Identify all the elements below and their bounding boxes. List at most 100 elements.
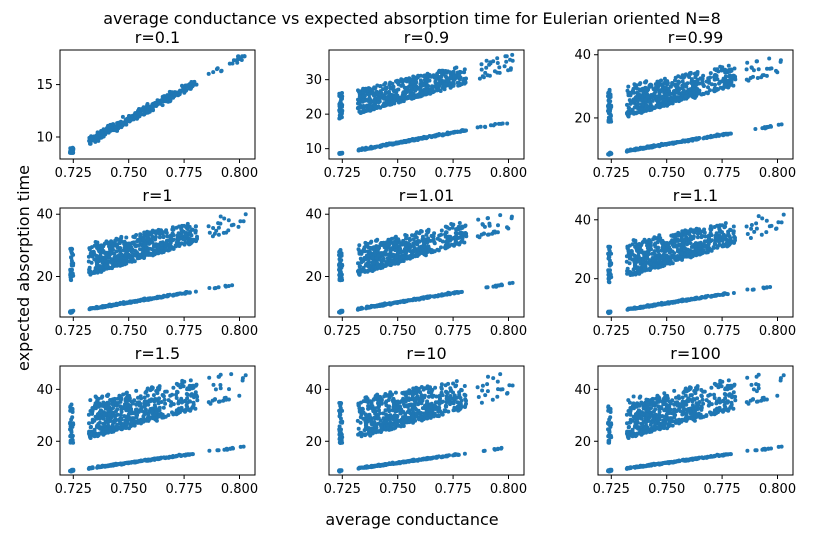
data-point bbox=[403, 233, 408, 237]
axes-frame bbox=[328, 49, 525, 160]
data-point bbox=[508, 67, 513, 72]
data-point bbox=[641, 146, 646, 150]
data-point bbox=[485, 216, 490, 221]
data-point bbox=[627, 270, 632, 274]
data-point bbox=[337, 116, 342, 121]
data-point bbox=[493, 230, 498, 235]
data-point bbox=[207, 286, 212, 290]
data-point bbox=[388, 255, 393, 260]
data-point bbox=[364, 147, 369, 152]
data-point bbox=[144, 297, 149, 302]
data-point bbox=[124, 122, 129, 127]
data-point bbox=[145, 102, 150, 106]
data-point bbox=[487, 221, 492, 226]
data-point bbox=[166, 293, 171, 298]
data-point bbox=[632, 265, 637, 270]
data-point bbox=[125, 116, 130, 121]
data-point bbox=[452, 74, 457, 79]
data-point bbox=[722, 132, 727, 137]
data-point bbox=[375, 247, 380, 252]
data-point bbox=[628, 101, 633, 106]
data-point bbox=[176, 236, 181, 241]
data-point bbox=[689, 77, 694, 82]
data-point bbox=[426, 236, 431, 241]
data-point bbox=[382, 263, 387, 268]
data-point bbox=[700, 251, 705, 255]
data-point bbox=[142, 242, 147, 247]
data-point bbox=[695, 137, 700, 141]
data-point bbox=[760, 126, 765, 131]
x-tick-label: 0.800 bbox=[221, 324, 258, 339]
data-point bbox=[213, 387, 218, 392]
data-point bbox=[120, 121, 125, 126]
data-point bbox=[449, 130, 454, 135]
x-tick-label: 0.725 bbox=[593, 324, 630, 339]
y-tick-label: 20 bbox=[36, 270, 53, 285]
data-point bbox=[652, 92, 656, 96]
data-point bbox=[168, 236, 173, 241]
data-point bbox=[123, 252, 128, 257]
data-point bbox=[627, 256, 632, 261]
data-point bbox=[448, 234, 453, 239]
data-point bbox=[675, 249, 680, 254]
data-point bbox=[422, 244, 427, 249]
data-point bbox=[483, 125, 488, 129]
data-point bbox=[426, 229, 431, 234]
data-point bbox=[119, 125, 124, 130]
data-point bbox=[407, 242, 412, 247]
data-point bbox=[635, 248, 640, 253]
data-point bbox=[765, 66, 769, 71]
data-point bbox=[403, 243, 408, 248]
data-point bbox=[439, 74, 444, 79]
data-point bbox=[695, 87, 700, 91]
data-point bbox=[394, 79, 399, 84]
data-point bbox=[646, 245, 651, 250]
data-point bbox=[337, 151, 342, 156]
data-point bbox=[745, 232, 750, 236]
data-point bbox=[715, 223, 720, 228]
data-point bbox=[367, 105, 372, 110]
data-point bbox=[717, 80, 722, 85]
data-point bbox=[70, 271, 75, 276]
data-point bbox=[119, 236, 124, 241]
data-point bbox=[607, 151, 612, 156]
data-point bbox=[700, 234, 705, 239]
data-point bbox=[431, 294, 436, 299]
data-point bbox=[134, 110, 139, 115]
data-point bbox=[503, 54, 508, 59]
data-point bbox=[242, 54, 247, 59]
data-point bbox=[368, 108, 373, 113]
data-point bbox=[607, 280, 612, 285]
data-point bbox=[403, 298, 408, 303]
data-point bbox=[356, 106, 361, 111]
data-point bbox=[421, 74, 426, 79]
data-point bbox=[123, 301, 128, 306]
data-point bbox=[365, 269, 370, 274]
data-point bbox=[159, 250, 164, 255]
data-point bbox=[115, 254, 120, 259]
data-point bbox=[357, 147, 362, 152]
data-point bbox=[726, 232, 731, 237]
data-point bbox=[732, 239, 737, 244]
data-point bbox=[693, 241, 698, 246]
data-point bbox=[167, 247, 172, 252]
data-point bbox=[683, 94, 688, 99]
data-point bbox=[687, 249, 692, 254]
data-point bbox=[357, 269, 362, 274]
data-point bbox=[68, 310, 73, 315]
data-point bbox=[338, 269, 343, 274]
y-tick-label: 40 bbox=[305, 208, 322, 223]
x-tick-label: 0.725 bbox=[55, 166, 92, 181]
data-point bbox=[776, 220, 781, 225]
data-point bbox=[609, 262, 614, 267]
data-point bbox=[113, 128, 118, 133]
subplot-title: r=1.1 bbox=[673, 186, 718, 205]
data-point bbox=[701, 92, 706, 96]
data-point bbox=[388, 80, 393, 85]
data-point bbox=[368, 246, 373, 251]
data-point bbox=[728, 131, 733, 136]
data-point bbox=[720, 238, 725, 243]
data-point bbox=[483, 70, 488, 75]
data-point bbox=[229, 372, 234, 377]
data-point bbox=[170, 225, 175, 230]
